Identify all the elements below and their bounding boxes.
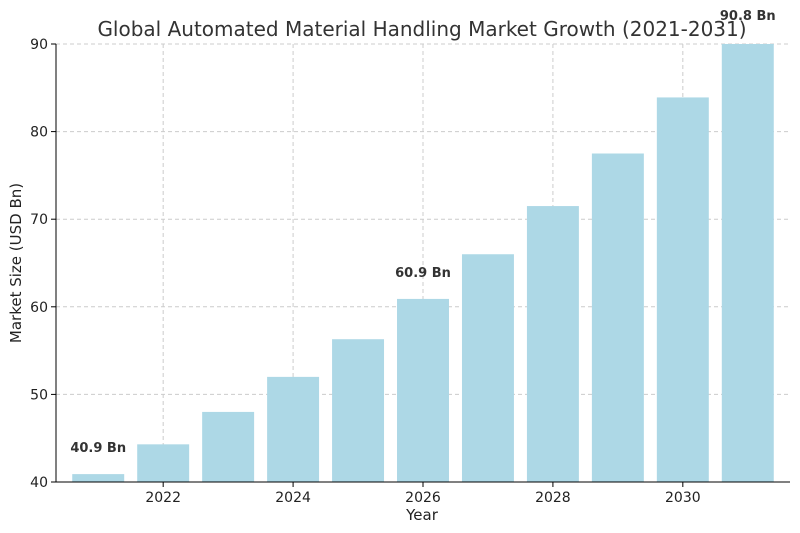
bar-2029 — [591, 153, 644, 482]
data-label-2026: 60.9 Bn — [395, 266, 451, 281]
y-tick-label-2: 60 — [30, 300, 48, 316]
data-label-2031: 90.8 Bn — [720, 9, 776, 24]
axes — [51, 43, 790, 487]
data-label-2021: 40.9 Bn — [70, 441, 126, 456]
y-tick-label-3: 70 — [30, 212, 48, 228]
data-labels: 40.9 Bn 60.9 Bn 90.8 Bn — [70, 9, 775, 456]
bar-2028 — [526, 206, 579, 482]
bar-2021 — [72, 474, 125, 482]
x-tick-label-0: 2022 — [145, 490, 181, 506]
y-tick-label-4: 80 — [30, 125, 48, 141]
x-tick-label-3: 2028 — [535, 490, 571, 506]
y-tick-label-5: 90 — [30, 37, 48, 53]
x-tick-label-2: 2026 — [405, 490, 441, 506]
bar-2031 — [721, 44, 774, 482]
x-axis-label: Year — [405, 506, 439, 524]
y-axis-label: Market Size (USD Bn) — [7, 183, 25, 343]
bar-2022 — [137, 444, 190, 482]
y-tick-label-0: 40 — [30, 475, 48, 491]
y-tick-label-1: 50 — [30, 387, 48, 403]
bar-2026 — [397, 298, 449, 482]
bar-2025 — [332, 339, 385, 482]
x-tick-labels: 2022 2024 2026 2028 2030 — [145, 490, 700, 506]
bar-2027 — [461, 254, 514, 482]
x-tick-label-4: 2030 — [665, 490, 701, 506]
bars — [72, 44, 774, 482]
y-tick-labels: 40 50 60 70 80 90 — [30, 37, 48, 491]
x-tick-label-1: 2024 — [275, 490, 311, 506]
bar-2023 — [202, 411, 255, 482]
bar-2024 — [267, 376, 320, 482]
chart-title: Global Automated Material Handling Marke… — [97, 17, 746, 41]
bar-2030 — [656, 97, 709, 482]
